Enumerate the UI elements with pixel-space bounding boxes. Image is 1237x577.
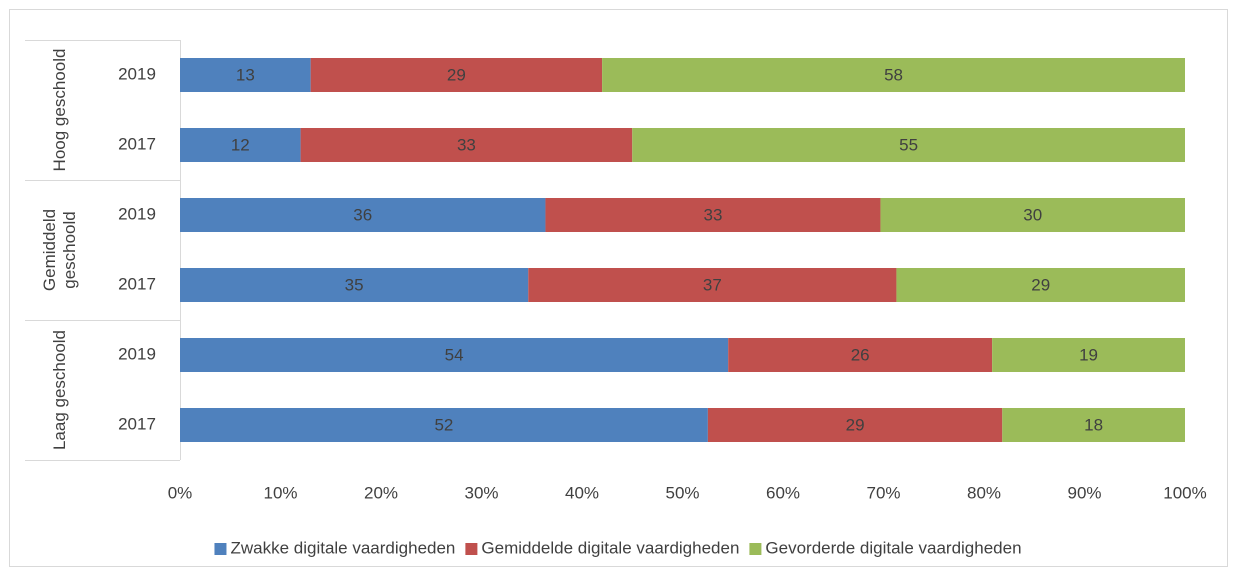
y-tick-label: 2017: [118, 274, 156, 293]
bar-segment: [180, 408, 708, 442]
data-label: 26: [851, 345, 870, 364]
legend-label: Zwakke digitale vaardigheden: [230, 538, 455, 557]
legend-label: Gemiddelde digitale vaardigheden: [481, 538, 739, 557]
group-label: Laag geschoold: [50, 329, 69, 451]
y-tick-label: 2019: [118, 204, 156, 223]
legend-swatch: [749, 543, 762, 555]
group-label: Gemiddeld geschoold: [40, 208, 79, 292]
bar-segment: [880, 198, 1185, 232]
x-tick-label: 100%: [1163, 483, 1206, 502]
x-tick-label: 60%: [766, 483, 800, 502]
data-label: 29: [447, 65, 466, 84]
data-label: 29: [846, 415, 865, 434]
data-label: 18: [1084, 415, 1103, 434]
data-label: 12: [231, 135, 250, 154]
group-label: Hoog geschoold: [50, 48, 69, 172]
bar-segment: [310, 58, 603, 92]
data-label: 19: [1079, 345, 1098, 364]
x-tick-label: 80%: [967, 483, 1001, 502]
legend-swatch: [465, 543, 478, 555]
bar-segment: [896, 268, 1185, 302]
bar-segment: [1002, 408, 1185, 442]
x-tick-label: 90%: [1067, 483, 1101, 502]
data-label: 55: [899, 135, 918, 154]
x-tick-label: 50%: [665, 483, 699, 502]
bar-segment: [180, 338, 729, 372]
bar-segment: [602, 58, 1185, 92]
data-label: 33: [457, 135, 476, 154]
data-label: 13: [236, 65, 255, 84]
x-tick-label: 10%: [263, 483, 297, 502]
bar-segment: [180, 268, 529, 302]
data-label: 58: [884, 65, 903, 84]
legend-label: Gevorderde digitale vaardigheden: [765, 538, 1021, 557]
bar-segment: [528, 268, 897, 302]
x-tick-label: 40%: [565, 483, 599, 502]
bar-segment: [300, 128, 633, 162]
x-tick-label: 0%: [168, 483, 193, 502]
data-label: 54: [445, 345, 464, 364]
bar-segment: [180, 198, 546, 232]
bar-segment: [632, 128, 1185, 162]
x-tick-label: 30%: [464, 483, 498, 502]
data-label: 35: [345, 275, 364, 294]
y-tick-label: 2017: [118, 134, 156, 153]
y-tick-label: 2019: [118, 64, 156, 83]
group-label-box: Gemiddeld geschoold: [40, 208, 79, 292]
data-label: 37: [703, 275, 722, 294]
x-tick-label: 20%: [364, 483, 398, 502]
y-tick-label: 2019: [118, 344, 156, 363]
bar-segment: [728, 338, 993, 372]
bar-segment: [707, 408, 1003, 442]
legend-swatch: [214, 543, 227, 555]
data-label: 52: [434, 415, 453, 434]
group-label-box: Hoog geschoold: [50, 48, 69, 172]
data-label: 33: [703, 205, 722, 224]
y-tick-label: 2017: [118, 414, 156, 433]
bar-segment: [545, 198, 881, 232]
x-tick-label: 70%: [866, 483, 900, 502]
data-label: 29: [1031, 275, 1050, 294]
data-label: 36: [353, 205, 372, 224]
bar-segment: [180, 128, 301, 162]
bar-segment: [992, 338, 1185, 372]
data-label: 30: [1023, 205, 1042, 224]
bar-segment: [180, 58, 311, 92]
group-label-box: Laag geschoold: [50, 329, 69, 451]
